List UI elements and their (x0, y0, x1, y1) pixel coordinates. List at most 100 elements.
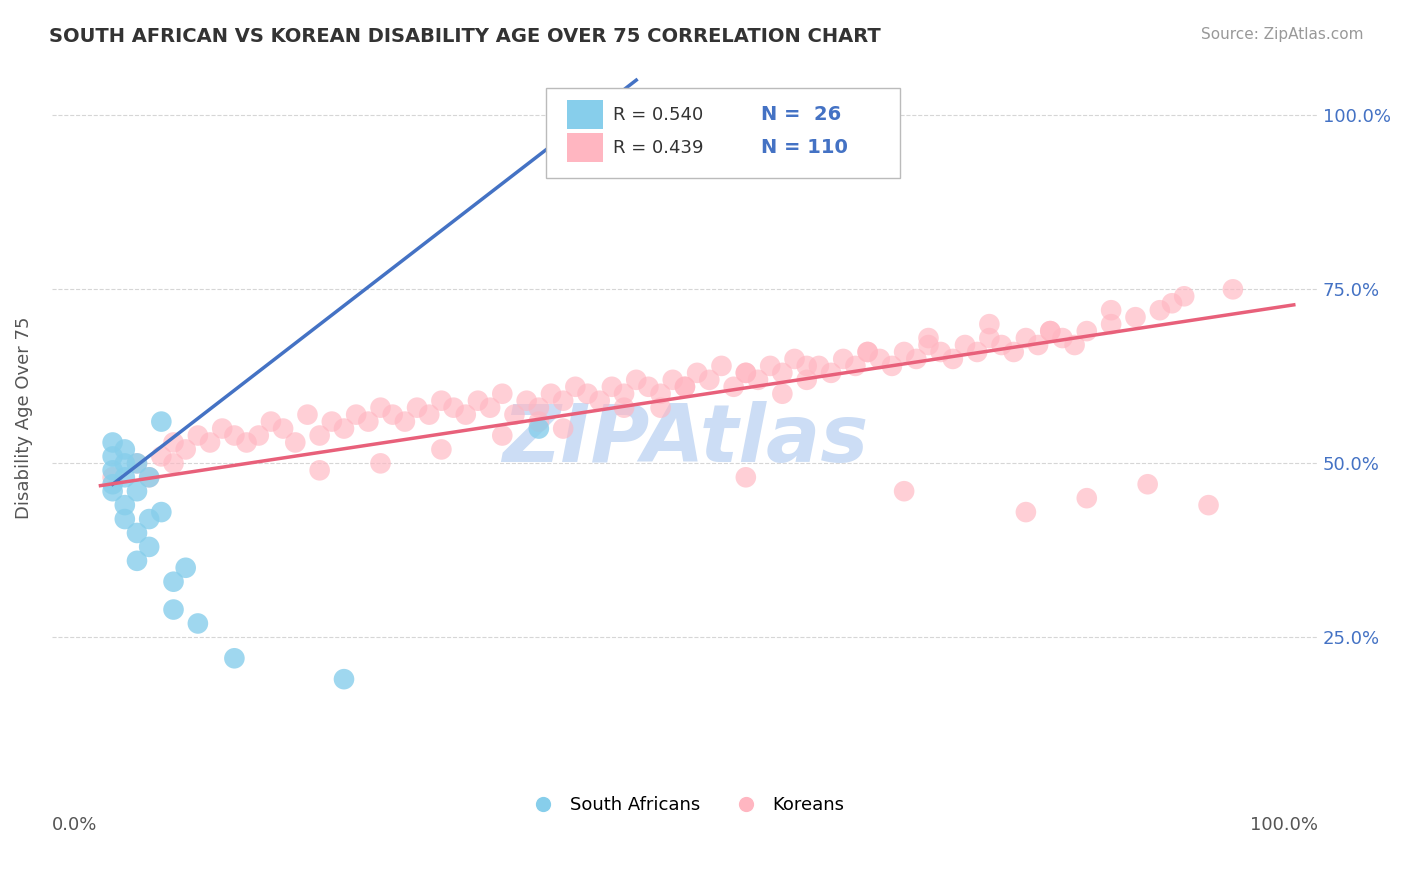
Point (1063, 338, 1085, 352)
Point (540, 386, 562, 401)
Point (613, 386, 636, 401)
Point (759, 359, 782, 373)
Point (1136, 477, 1159, 491)
Point (430, 393, 453, 408)
Point (235, 435, 257, 450)
Point (125, 484, 148, 499)
Point (418, 408, 440, 422)
Point (1052, 331, 1074, 345)
Point (271, 421, 294, 435)
Point (600, 380, 623, 394)
Point (747, 373, 769, 387)
Point (114, 512, 136, 526)
Point (138, 540, 160, 554)
Point (673, 380, 696, 394)
Point (162, 456, 184, 470)
Point (893, 345, 915, 359)
Point (101, 470, 124, 484)
Point (869, 351, 891, 366)
Point (174, 442, 197, 457)
Legend: South Africans, Koreans: South Africans, Koreans (517, 789, 852, 822)
Point (1149, 303, 1171, 318)
Text: 0.0%: 0.0% (52, 816, 97, 834)
Point (1161, 296, 1184, 310)
Point (101, 477, 124, 491)
Point (650, 386, 672, 401)
Point (1039, 324, 1062, 338)
Point (150, 505, 173, 519)
Point (673, 380, 696, 394)
Point (406, 401, 429, 415)
Point (138, 470, 160, 484)
Point (905, 351, 928, 366)
Point (430, 442, 453, 457)
Point (101, 484, 124, 499)
Point (187, 616, 209, 631)
Point (162, 602, 184, 616)
Point (114, 442, 136, 457)
Point (114, 470, 136, 484)
Point (467, 393, 489, 408)
Point (260, 415, 283, 429)
Point (796, 359, 818, 373)
Point (357, 415, 380, 429)
Point (661, 373, 683, 387)
Point (174, 561, 197, 575)
Point (1002, 345, 1025, 359)
Point (162, 574, 184, 589)
Point (527, 401, 550, 415)
Point (856, 345, 879, 359)
Point (125, 456, 148, 470)
Point (344, 408, 367, 422)
Text: 100.0%: 100.0% (1250, 816, 1319, 834)
Point (637, 380, 659, 394)
Point (114, 498, 136, 512)
Point (247, 428, 270, 442)
Text: Source: ZipAtlas.com: Source: ZipAtlas.com (1201, 27, 1364, 42)
Point (734, 470, 756, 484)
Point (1222, 282, 1244, 296)
Point (491, 386, 513, 401)
Point (284, 435, 307, 450)
Point (516, 393, 538, 408)
Point (723, 380, 745, 394)
Point (856, 345, 879, 359)
Point (381, 408, 404, 422)
Point (1076, 491, 1098, 505)
FancyBboxPatch shape (546, 88, 900, 178)
Point (990, 338, 1012, 352)
Point (491, 428, 513, 442)
Point (770, 366, 793, 380)
Point (333, 672, 356, 686)
Point (125, 456, 148, 470)
Point (807, 359, 830, 373)
Point (1076, 324, 1098, 338)
Point (1015, 331, 1038, 345)
Point (929, 345, 952, 359)
Point (527, 415, 550, 429)
Point (138, 512, 160, 526)
Point (626, 373, 648, 387)
Point (917, 331, 939, 345)
Text: N =  26: N = 26 (761, 105, 841, 124)
Point (734, 366, 756, 380)
Point (370, 401, 392, 415)
Point (844, 359, 866, 373)
Point (686, 366, 709, 380)
Point (150, 415, 173, 429)
Text: SOUTH AFRICAN VS KOREAN DISABILITY AGE OVER 75 CORRELATION CHART: SOUTH AFRICAN VS KOREAN DISABILITY AGE O… (49, 27, 882, 45)
Point (370, 456, 392, 470)
Point (527, 421, 550, 435)
Point (564, 380, 586, 394)
Point (162, 435, 184, 450)
Point (211, 421, 233, 435)
Point (187, 428, 209, 442)
Point (979, 331, 1001, 345)
Point (1099, 303, 1122, 318)
Point (321, 415, 343, 429)
Point (125, 554, 148, 568)
Point (979, 317, 1001, 331)
Point (1198, 498, 1220, 512)
Point (832, 351, 855, 366)
Point (479, 401, 502, 415)
